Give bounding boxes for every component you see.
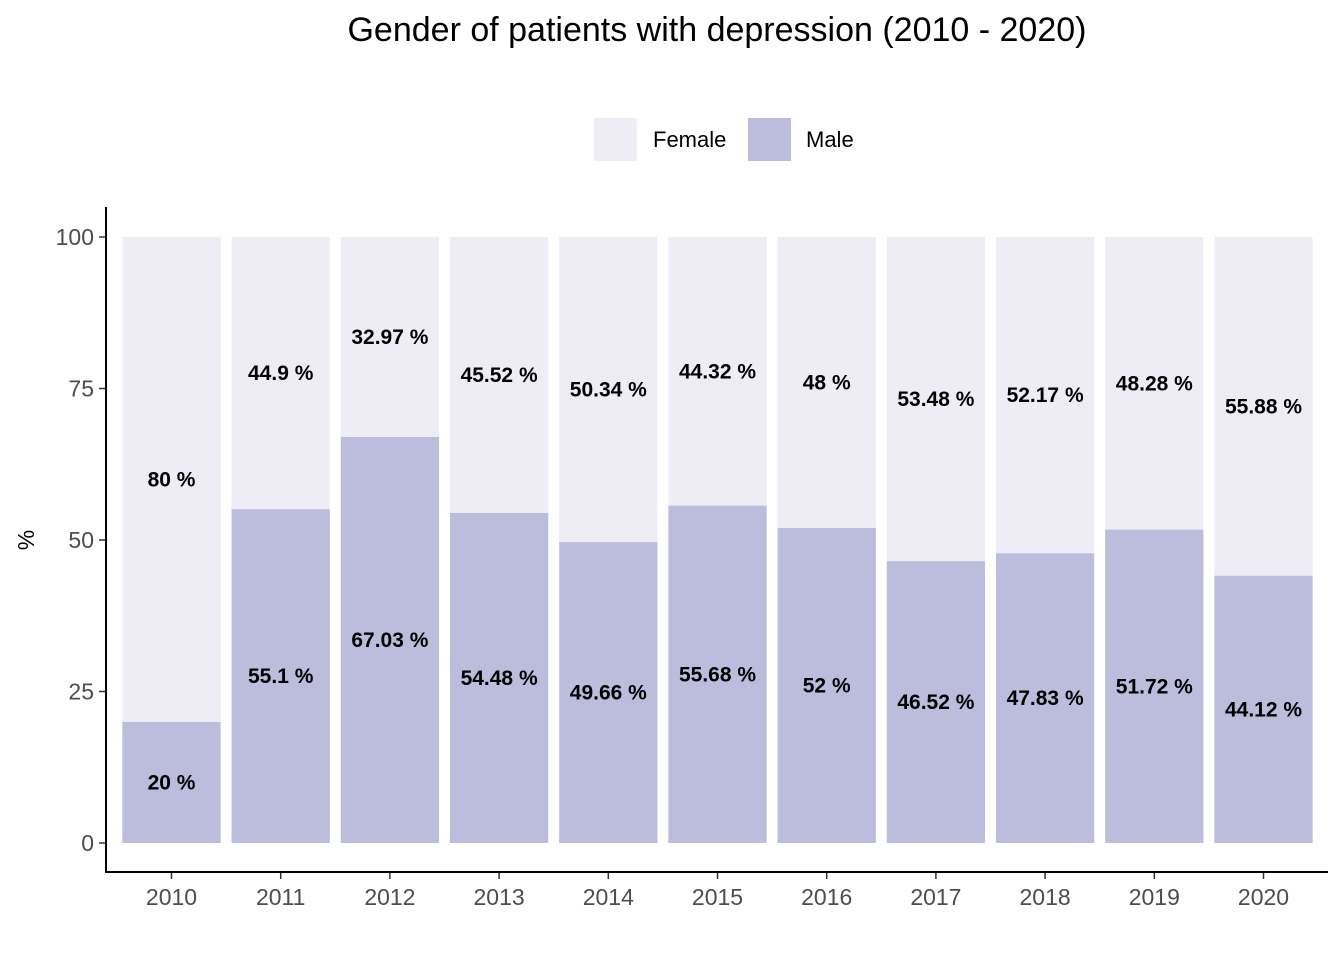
bar-female-2013 — [449, 237, 549, 513]
bar-male-2018 — [995, 553, 1095, 843]
data-label-male-2012: 67.03 % — [351, 629, 428, 652]
x-tick-label-2017: 2017 — [910, 884, 961, 910]
y-tick-label-0: 0 — [81, 830, 94, 856]
bar-male-2010 — [122, 721, 221, 843]
legend-label-female: Female — [653, 127, 726, 152]
x-tick-label-2019: 2019 — [1129, 884, 1180, 910]
bar-male-2017 — [886, 561, 986, 843]
legend: Female Male — [594, 118, 854, 161]
data-label-female-2010: 80 % — [148, 468, 196, 491]
data-label-male-2016: 52 % — [803, 674, 851, 697]
data-label-male-2017: 46.52 % — [897, 691, 974, 714]
bar-female-2016 — [777, 237, 876, 528]
x-tick-label-2016: 2016 — [801, 884, 852, 910]
data-label-male-2019: 51.72 % — [1116, 675, 1193, 698]
bar-male-2013 — [449, 512, 549, 843]
bar-female-2017 — [886, 237, 986, 562]
bar-male-2011 — [231, 509, 330, 843]
bar-male-2012 — [340, 436, 440, 843]
y-axis-title: % — [13, 530, 39, 550]
bar-male-2014 — [559, 542, 658, 843]
bar-female-2018 — [995, 237, 1095, 554]
bar-male-2015 — [668, 505, 767, 843]
bar-male-2016 — [777, 527, 876, 843]
x-tick-label-2014: 2014 — [583, 884, 634, 910]
y-tick-label-50: 50 — [68, 527, 94, 553]
y-tick-label-100: 100 — [56, 224, 94, 250]
x-tick-label-2011: 2011 — [256, 884, 305, 910]
x-tick-label-2010: 2010 — [146, 884, 197, 910]
x-tick-label-2018: 2018 — [1020, 884, 1071, 910]
data-label-female-2017: 53.48 % — [897, 388, 974, 411]
x-tick-label-2013: 2013 — [474, 884, 525, 910]
data-label-male-2010: 20 % — [148, 771, 196, 794]
data-label-female-2013: 45.52 % — [461, 364, 538, 387]
bar-female-2020 — [1214, 237, 1313, 576]
bar-female-2010 — [122, 237, 221, 722]
data-labels-layer: 20 % 80 % 55.1 % 44.9 % 67.03 % 32.97 % 54.48 … — [148, 326, 1303, 795]
data-label-female-2014: 50.34 % — [570, 379, 647, 402]
bar-female-2019 — [1105, 237, 1204, 530]
data-label-male-2015: 55.68 % — [679, 663, 756, 686]
data-label-female-2011: 44.9 % — [248, 362, 314, 385]
data-label-male-2020: 44.12 % — [1225, 698, 1302, 721]
bar-male-2020 — [1214, 575, 1313, 843]
y-tick-label-75: 75 — [68, 376, 94, 402]
axes-layer: 2010 2011 2012 2013 2014 2015 2016 2017 2018 2019… — [56, 207, 1328, 910]
x-tick-label-2015: 2015 — [692, 884, 743, 910]
data-label-male-2018: 47.83 % — [1007, 687, 1084, 710]
chart-title: Gender of patients with depression (2010… — [347, 11, 1086, 49]
legend-swatch-female — [594, 118, 637, 161]
bar-male-2019 — [1105, 529, 1204, 843]
bar-female-2012 — [340, 237, 440, 437]
x-tick-label-2020: 2020 — [1238, 884, 1289, 910]
data-label-male-2014: 49.66 % — [570, 682, 647, 705]
bar-female-2014 — [559, 237, 658, 543]
y-tick-label-25: 25 — [68, 679, 94, 705]
legend-swatch-male — [748, 118, 791, 161]
bar-female-2011 — [231, 237, 330, 510]
x-tick-label-2012: 2012 — [364, 884, 415, 910]
bars-layer — [122, 237, 1313, 843]
legend-label-male: Male — [806, 127, 854, 152]
data-label-male-2011: 55.1 % — [248, 665, 314, 688]
data-label-female-2015: 44.32 % — [679, 360, 756, 383]
data-label-female-2019: 48.28 % — [1116, 372, 1193, 395]
data-label-female-2018: 52.17 % — [1007, 384, 1084, 407]
data-label-female-2016: 48 % — [803, 371, 851, 394]
bar-female-2015 — [668, 237, 767, 506]
data-label-female-2012: 32.97 % — [351, 326, 428, 349]
data-label-female-2020: 55.88 % — [1225, 395, 1302, 418]
data-label-male-2013: 54.48 % — [461, 667, 538, 690]
